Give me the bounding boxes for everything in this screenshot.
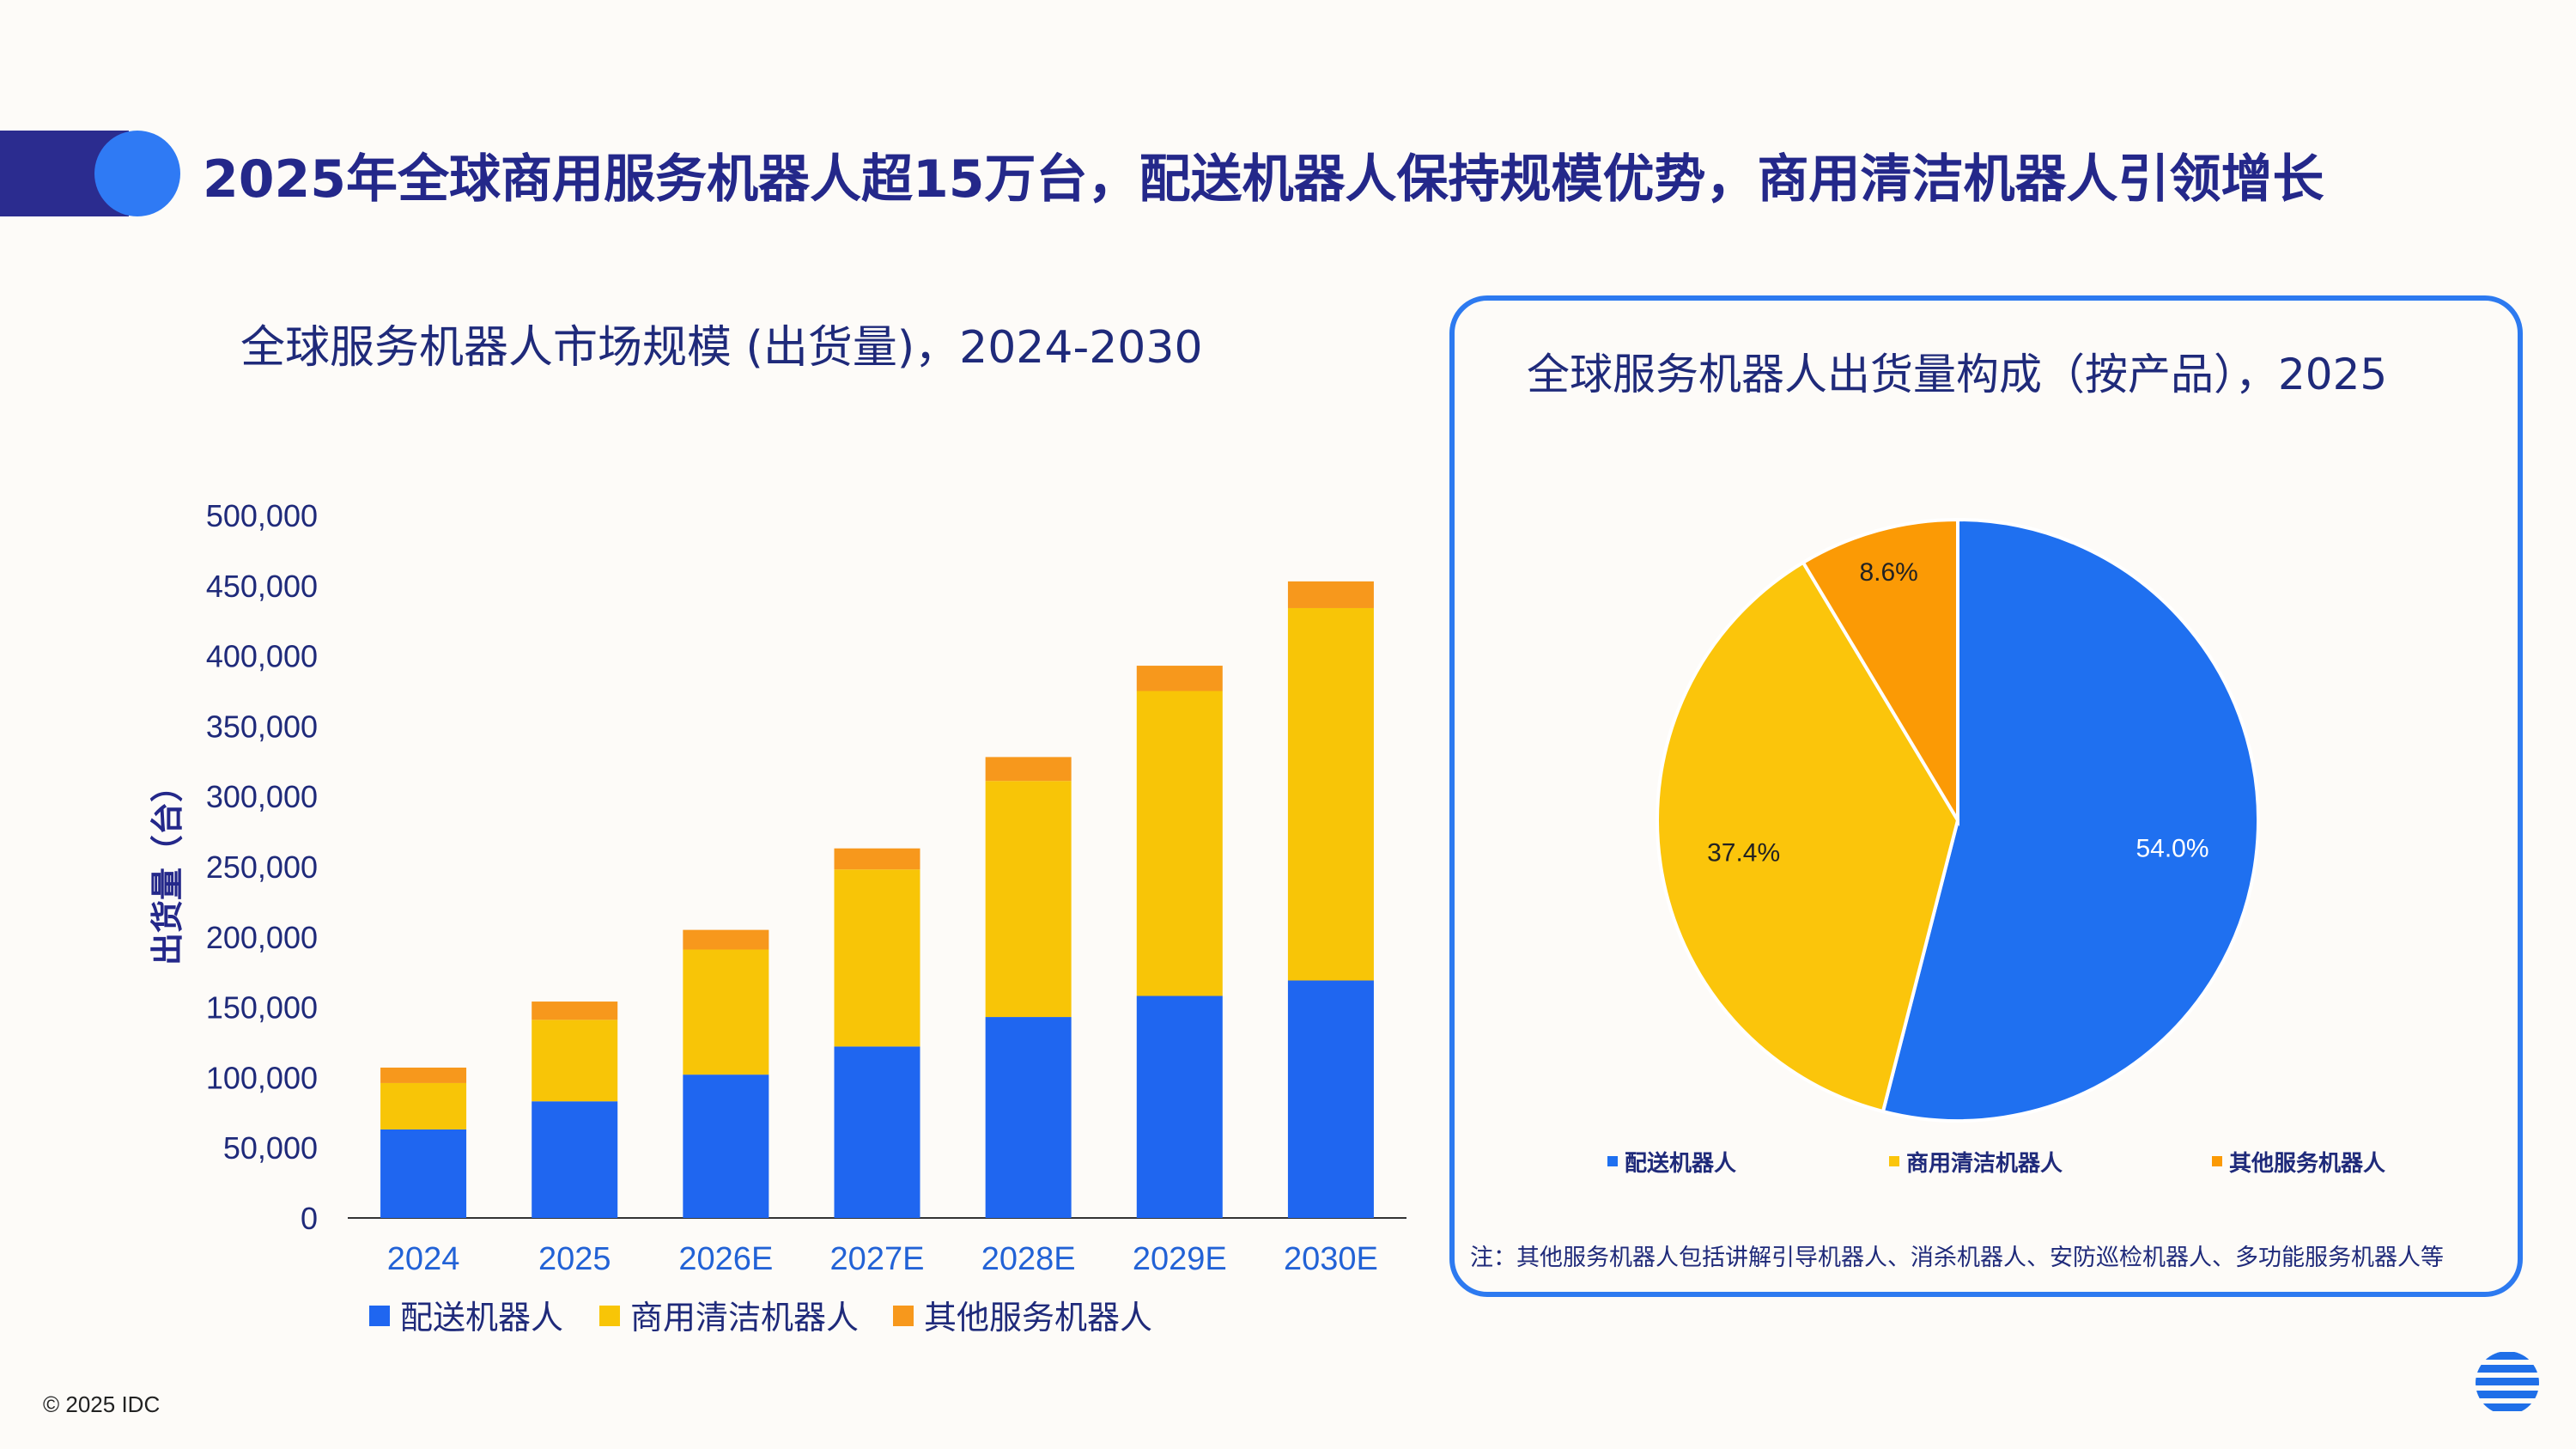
bar-segment (985, 781, 1072, 1018)
pie-data-label: 54.0% (2136, 835, 2208, 863)
y-tick-label: 0 (301, 1201, 318, 1236)
pie-legend-swatch (1607, 1156, 1618, 1166)
legend-swatch (599, 1306, 620, 1326)
bar-segment (1287, 980, 1374, 1218)
pie-legend-swatch (2212, 1156, 2222, 1166)
x-tick-label: 2025 (538, 1241, 611, 1277)
x-tick-label: 2029E (1133, 1241, 1227, 1277)
legend-swatch (369, 1306, 390, 1326)
bar-segment (1136, 666, 1223, 691)
bar-segment (532, 1002, 618, 1020)
x-tick-label: 2024 (387, 1241, 460, 1277)
pie-chart-title: 全球服务机器人出货量构成（按产品），2025 (1527, 350, 2388, 399)
x-tick-label: 2030E (1284, 1241, 1378, 1277)
pie-slice (1656, 560, 1960, 1114)
bar-chart: 0 50,000 100,000 150,000 200,000 250,000 300,0… (149, 498, 1406, 1336)
header-accent-circle (94, 131, 180, 216)
x-tick-label: 2026E (678, 1241, 773, 1277)
pie-chart: 54.0% 37.4% 8.6% 配送机器人 商用清洁机器人 其他服务机器人 (1607, 517, 2386, 1177)
y-tick-label: 350,000 (206, 709, 318, 744)
page-headline: 2025年全球商用服务机器人超15万台，配送机器人保持规模优势，商用清洁机器人引… (203, 149, 2324, 210)
legend-label: 商用清洁机器人 (630, 1299, 859, 1336)
idc-globe-icon (2476, 1352, 2539, 1411)
pie-legend-label: 配送机器人 (1625, 1151, 1736, 1177)
bar-segment (985, 1017, 1072, 1218)
bar-segment (834, 848, 920, 870)
bar-segment (532, 1101, 618, 1218)
x-tick-label: 2028E (981, 1241, 1076, 1277)
y-tick-label: 250,000 (206, 849, 318, 885)
bar-segment (1136, 995, 1223, 1218)
legend-swatch (893, 1306, 914, 1326)
pie-slice (1880, 517, 2260, 1123)
y-tick-label: 200,000 (206, 920, 318, 955)
y-axis-label: 出货量（台） (149, 770, 186, 965)
legend-label: 配送机器人 (400, 1299, 563, 1336)
bar-segment (380, 1067, 467, 1083)
copyright-text: © 2025 IDC (43, 1391, 161, 1417)
bar-segment (834, 1046, 920, 1218)
pie-slice (1801, 517, 1959, 827)
bar-segment (985, 757, 1072, 782)
bar-segment (532, 1020, 618, 1102)
y-tick-label: 300,000 (206, 779, 318, 814)
bar-chart-title: 全球服务机器人市场规模 (出货量)，2024-2030 (240, 322, 1203, 374)
bar-segment (683, 949, 769, 1075)
bar-segment (683, 929, 769, 950)
pie-data-label: 8.6% (1859, 558, 1917, 587)
pie-data-label: 37.4% (1707, 838, 1780, 867)
y-tick-label: 150,000 (206, 990, 318, 1026)
bar-segment (380, 1129, 467, 1218)
y-tick-label: 50,000 (223, 1130, 318, 1166)
bar-segment (834, 869, 920, 1047)
bar-segment (683, 1075, 769, 1218)
bar-segment (1287, 607, 1374, 981)
y-tick-label: 450,000 (206, 569, 318, 604)
y-tick-label: 400,000 (206, 639, 318, 674)
pie-chart-note: 注：其他服务机器人包括讲解引导机器人、消杀机器人、安防巡检机器人、多功能服务机器… (1470, 1245, 2444, 1271)
legend-label: 其他服务机器人 (924, 1299, 1152, 1336)
bar-segment (380, 1082, 467, 1129)
pie-legend-label: 其他服务机器人 (2229, 1151, 2385, 1177)
y-tick-label: 100,000 (206, 1060, 318, 1095)
x-tick-label: 2027E (830, 1241, 925, 1277)
pie-legend-swatch (1889, 1156, 1899, 1166)
pie-legend-label: 商用清洁机器人 (1906, 1150, 2063, 1177)
bar-segment (1136, 691, 1223, 996)
bar-segment (1287, 581, 1374, 608)
y-tick-label: 500,000 (206, 498, 318, 533)
